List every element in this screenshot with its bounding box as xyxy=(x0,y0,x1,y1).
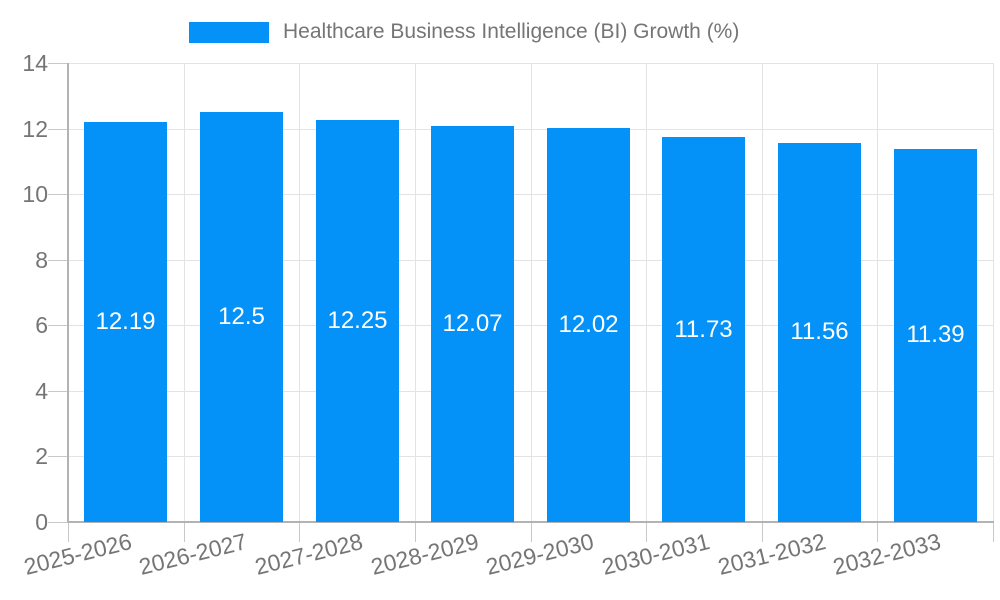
bar xyxy=(778,143,861,522)
bar-value-label: 11.73 xyxy=(674,316,733,343)
x-tick xyxy=(415,522,416,542)
h-gridline xyxy=(68,194,993,195)
v-gridline xyxy=(184,63,185,522)
bar xyxy=(316,120,399,522)
bar-value-label: 12.5 xyxy=(218,303,265,330)
legend-swatch-icon xyxy=(189,21,269,43)
v-gridline xyxy=(415,63,416,522)
bar-value-label: 12.19 xyxy=(95,308,156,335)
x-axis-line xyxy=(67,521,994,523)
h-gridline xyxy=(68,325,993,326)
y-tick xyxy=(48,456,68,457)
bar-value-label: 12.07 xyxy=(442,310,503,337)
bar-value-label: 12.02 xyxy=(558,311,619,338)
y-axis-label: 10 xyxy=(22,181,48,207)
h-gridline xyxy=(68,391,993,392)
x-tick xyxy=(993,522,994,542)
v-gridline xyxy=(646,63,647,522)
bar-value-label: 11.39 xyxy=(906,321,965,348)
x-tick xyxy=(184,522,185,542)
bar-value-label: 11.56 xyxy=(790,318,849,345)
v-gridline xyxy=(762,63,763,522)
y-tick xyxy=(48,194,68,195)
v-gridline xyxy=(531,63,532,522)
y-tick xyxy=(48,260,68,261)
x-tick xyxy=(877,522,878,542)
x-tick xyxy=(531,522,532,542)
h-gridline xyxy=(68,260,993,261)
h-gridline xyxy=(68,456,993,457)
bar xyxy=(431,126,514,522)
y-axis-label: 8 xyxy=(35,247,48,273)
bar xyxy=(662,137,745,522)
y-axis-label: 14 xyxy=(22,50,48,76)
bar xyxy=(547,128,630,522)
y-tick xyxy=(48,522,68,523)
h-gridline xyxy=(68,63,993,64)
y-tick xyxy=(48,129,68,130)
y-axis-label: 12 xyxy=(22,116,48,142)
chart-legend[interactable]: Healthcare Business Intelligence (BI) Gr… xyxy=(189,20,739,44)
v-gridline xyxy=(993,63,994,522)
bar xyxy=(894,149,977,522)
v-gridline xyxy=(299,63,300,522)
h-gridline xyxy=(68,129,993,130)
y-axis-label: 6 xyxy=(35,312,48,338)
y-tick xyxy=(48,325,68,326)
x-tick xyxy=(646,522,647,542)
y-axis-line xyxy=(67,63,69,522)
bar xyxy=(200,112,283,522)
y-tick xyxy=(48,391,68,392)
x-tick xyxy=(762,522,763,542)
y-axis-label: 4 xyxy=(35,378,48,404)
bar-value-label: 12.25 xyxy=(327,307,388,334)
legend-label: Healthcare Business Intelligence (BI) Gr… xyxy=(283,20,740,43)
x-tick xyxy=(299,522,300,542)
v-gridline xyxy=(877,63,878,522)
bar xyxy=(84,122,167,522)
y-axis-label: 0 xyxy=(35,509,48,535)
y-axis-label: 2 xyxy=(35,443,48,469)
y-tick xyxy=(48,63,68,64)
x-tick xyxy=(68,522,69,542)
